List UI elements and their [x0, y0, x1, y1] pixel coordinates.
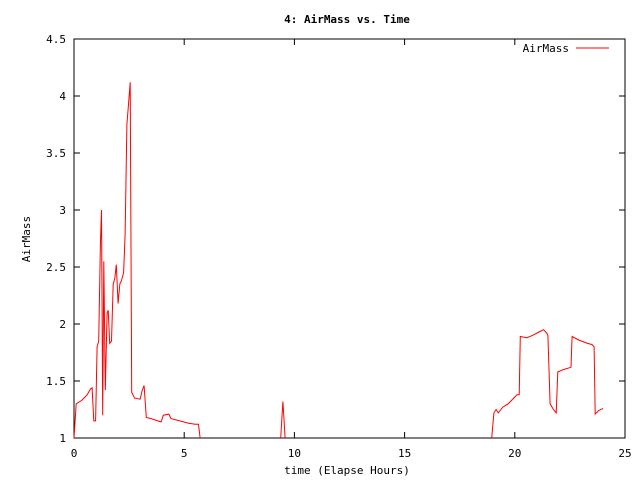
x-tick-label: 10 [288, 447, 301, 460]
y-tick-label: 2.5 [46, 261, 66, 274]
y-tick-label: 1.5 [46, 375, 66, 388]
y-tick-label: 3 [59, 204, 66, 217]
airmass-series-line [73, 82, 201, 439]
chart-title: 4: AirMass vs. Time [284, 13, 410, 26]
x-tick-label: 20 [508, 447, 521, 460]
x-tick-label: 25 [618, 447, 631, 460]
plot-border [73, 38, 626, 439]
x-axis-ticks: 0 5 10 15 20 25 [71, 39, 632, 460]
legend: AirMass [523, 42, 609, 55]
y-tick-label: 1 [59, 432, 66, 445]
airmass-series-line [491, 329, 604, 439]
x-tick-label: 5 [181, 447, 188, 460]
x-tick-label: 0 [71, 447, 78, 460]
y-axis-ticks: 1 1.5 2 2.5 3 3.5 4 4.5 [46, 33, 625, 445]
x-axis-label: time (Elapse Hours) [284, 464, 410, 477]
series-layer [73, 82, 604, 439]
x-tick-label: 15 [398, 447, 411, 460]
y-tick-label: 4 [59, 90, 66, 103]
legend-label: AirMass [523, 42, 569, 55]
y-tick-label: 3.5 [46, 147, 66, 160]
y-axis-label: AirMass [20, 216, 33, 262]
y-tick-label: 4.5 [46, 33, 66, 46]
airmass-series-line [280, 401, 286, 439]
y-tick-label: 2 [59, 318, 66, 331]
